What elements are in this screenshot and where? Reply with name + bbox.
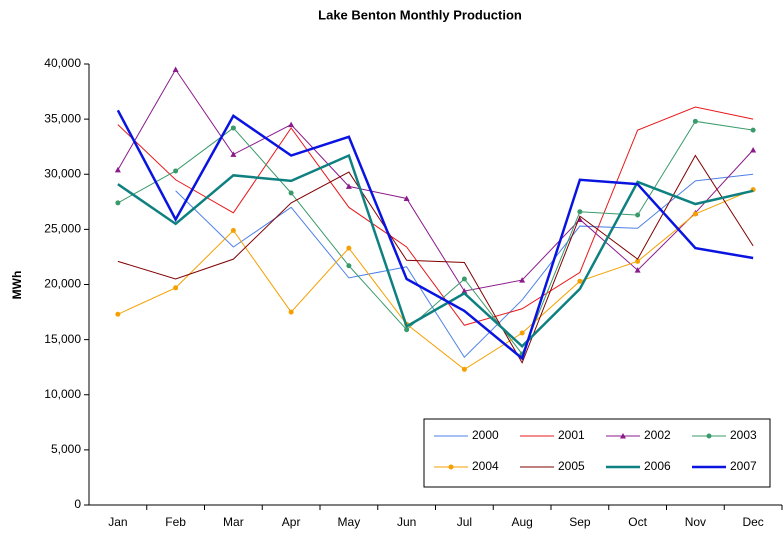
series-marker	[230, 125, 236, 131]
legend-label: 2003	[730, 428, 757, 442]
series-marker	[461, 276, 467, 282]
series-line	[117, 68, 754, 292]
y-tick-label: 20,000	[44, 277, 81, 291]
legend-label: 2001	[558, 428, 585, 442]
series-marker	[115, 311, 121, 317]
series-marker	[634, 267, 641, 273]
legend-label: 2004	[472, 459, 499, 473]
legend-label: 2007	[730, 459, 757, 473]
y-tick-label: 5,000	[51, 442, 81, 456]
x-tick-label: Jul	[457, 515, 472, 529]
x-tick-label: Dec	[742, 515, 763, 529]
y-tick-label: 10,000	[44, 387, 81, 401]
series-line	[175, 173, 754, 359]
series-marker	[692, 211, 698, 217]
legend-marker	[706, 433, 712, 439]
series-marker	[230, 151, 237, 157]
series-line	[117, 153, 754, 348]
series-marker	[750, 146, 757, 153]
series-line	[116, 109, 754, 361]
legend-box	[423, 418, 771, 488]
series-marker	[750, 127, 756, 133]
legend-marker	[620, 433, 626, 439]
series-marker	[635, 212, 641, 218]
series-marker	[577, 209, 583, 215]
series-marker	[173, 285, 179, 291]
y-tick-label: 35,000	[44, 111, 81, 125]
series-marker	[288, 309, 294, 315]
series-marker	[345, 183, 352, 189]
legend-label: 2002	[644, 428, 671, 442]
chart-title: Lake Benton Monthly Production	[318, 7, 522, 22]
legend-label: 2006	[644, 459, 671, 473]
legend-marker	[448, 464, 454, 470]
x-tick-label: Jun	[397, 515, 416, 529]
x-tick-label: Aug	[511, 515, 532, 529]
x-tick-label: Feb	[165, 515, 186, 529]
legend-label: 2005	[558, 459, 585, 473]
x-tick-label: Apr	[282, 515, 301, 529]
series-marker	[404, 327, 410, 333]
series-line	[117, 154, 754, 364]
series-marker	[346, 245, 352, 251]
legend-label: 2000	[472, 428, 499, 442]
series-marker	[635, 258, 641, 264]
series-marker	[230, 227, 236, 233]
x-tick-label: Mar	[223, 515, 244, 529]
series-marker	[115, 200, 121, 206]
series-marker	[172, 66, 179, 73]
y-tick-label: 30,000	[44, 166, 81, 180]
series-line	[117, 189, 754, 371]
series-marker	[692, 118, 698, 124]
series-marker	[519, 277, 526, 283]
series-line	[117, 106, 754, 326]
y-axis-label: MWh	[10, 271, 24, 300]
series-marker	[346, 263, 352, 269]
x-tick-label: May	[338, 515, 361, 529]
series-marker	[114, 166, 121, 173]
series-marker	[288, 121, 295, 128]
series-marker	[519, 330, 525, 336]
series-marker	[173, 168, 179, 174]
series-marker	[403, 195, 410, 202]
x-tick-label: Jan	[108, 515, 127, 529]
y-tick-label: 0	[74, 497, 81, 511]
series-marker	[461, 366, 467, 372]
series-marker	[461, 288, 468, 294]
series-marker	[288, 190, 294, 196]
series-line	[117, 120, 754, 355]
y-tick-label: 40,000	[44, 56, 81, 70]
y-tick-label: 25,000	[44, 222, 81, 236]
x-tick-label: Sep	[569, 515, 591, 529]
y-tick-label: 15,000	[44, 332, 81, 346]
series-marker	[577, 278, 583, 284]
x-tick-label: Nov	[685, 515, 706, 529]
x-tick-label: Oct	[628, 515, 647, 529]
